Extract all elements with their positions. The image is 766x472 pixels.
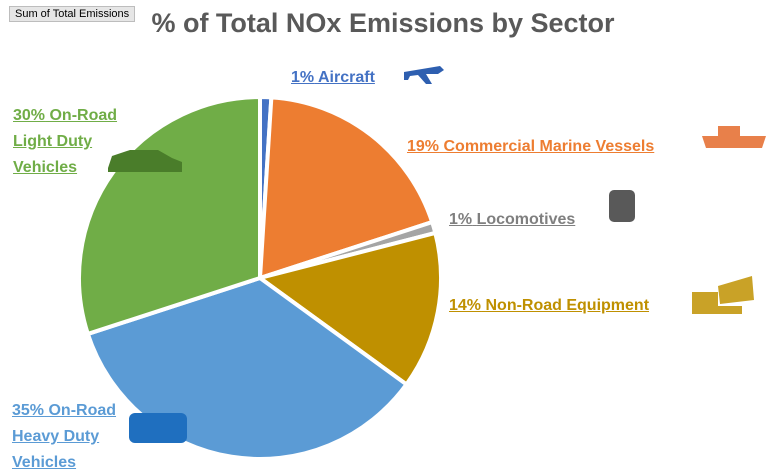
category-label: Commercial Marine Vessels xyxy=(443,138,655,155)
value-label: 1% xyxy=(291,69,315,86)
field-button[interactable]: Sum of Total Emissions xyxy=(9,6,136,22)
slice-label: 19% Commercial Marine Vessels xyxy=(407,134,707,160)
category-label: On-Road Heavy Duty Vehicles xyxy=(12,402,117,471)
aircraft-icon xyxy=(404,66,444,84)
chart-title: % of Total NOx Emissions by Sector xyxy=(151,8,615,38)
slice-label: 1% Locomotives xyxy=(449,207,649,233)
slice-label: 1% Aircraft xyxy=(291,65,491,91)
category-label: On-Road Light Duty Vehicles xyxy=(13,107,118,176)
truck-icon xyxy=(692,276,754,314)
category-label: Aircraft xyxy=(317,69,375,86)
ship-icon xyxy=(702,126,766,148)
car-icon xyxy=(108,150,182,172)
icons xyxy=(108,66,766,443)
slice-label: 14% Non-Road Equipment xyxy=(449,293,699,319)
pie-slice xyxy=(257,95,435,281)
pie-slice xyxy=(255,230,443,388)
value-label: 30% xyxy=(13,107,46,124)
value-label: 19% xyxy=(407,138,440,155)
value-label: 1% xyxy=(449,211,473,228)
slice-label: 35% On-Road Heavy Duty Vehicles xyxy=(12,398,134,472)
slice-label: 30% On-Road Light Duty Vehicles xyxy=(13,103,135,181)
value-label: 14% xyxy=(449,297,482,314)
value-label: 35% xyxy=(12,402,45,419)
bus-icon xyxy=(129,413,187,443)
category-label: Non-Road Equipment xyxy=(485,297,650,314)
category-label: Locomotives xyxy=(476,211,576,228)
train-icon xyxy=(609,190,635,222)
